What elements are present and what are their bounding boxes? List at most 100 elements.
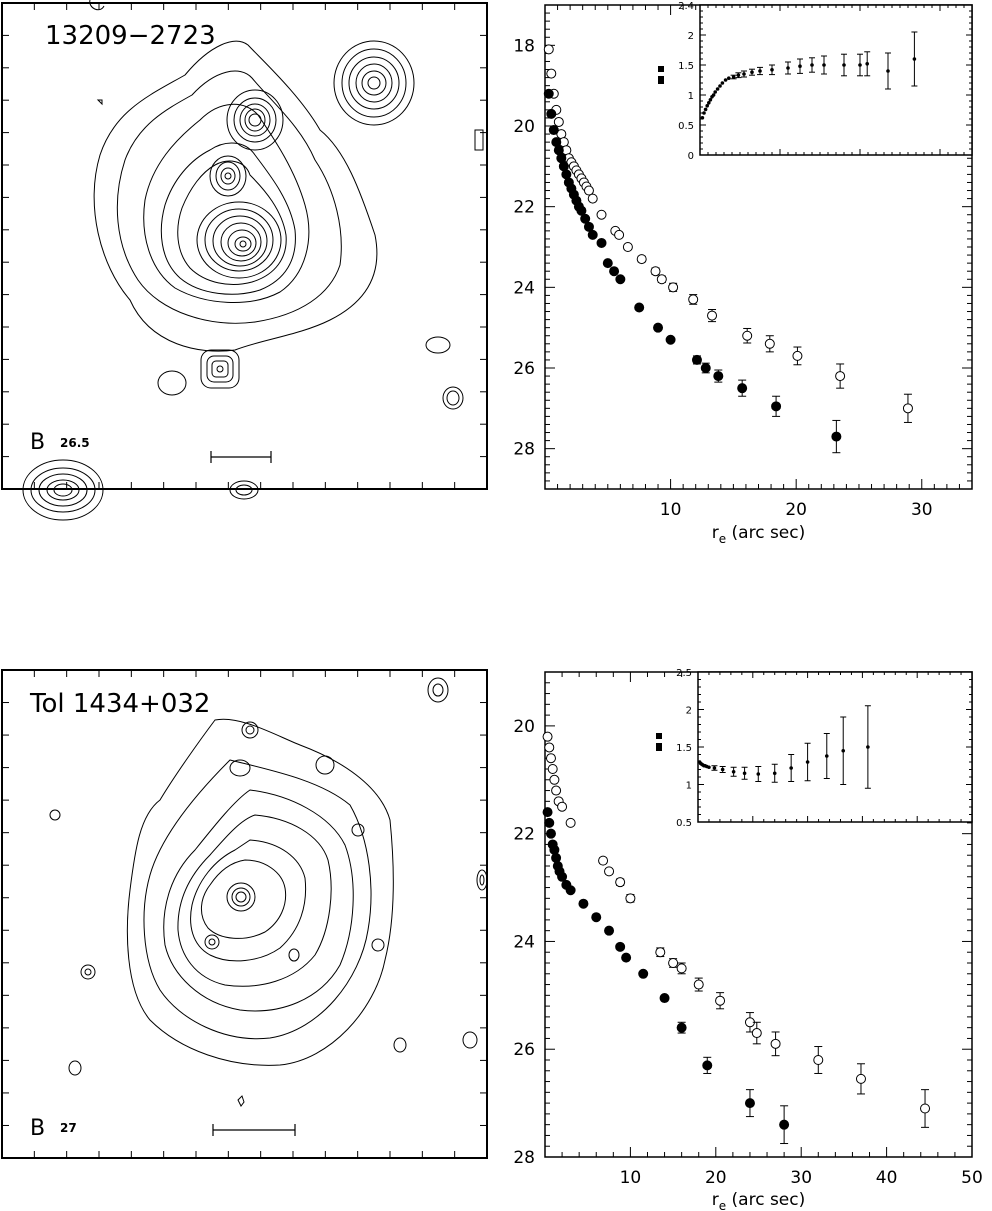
bottom-plot-inset-ytick-label: 2 xyxy=(686,706,692,717)
bottom-plot-inset-point xyxy=(712,766,717,770)
bottom-plot-point-filled xyxy=(545,828,556,839)
image-ticks-bottom xyxy=(2,670,487,1158)
galaxy-name-top: 13209−2723 xyxy=(45,21,216,51)
top-plot-point-open xyxy=(902,403,913,414)
top-plot-inset-point xyxy=(770,68,774,72)
top-plot-ytick-label: 26 xyxy=(513,359,535,379)
bottom-plot-point-open xyxy=(615,877,626,888)
top-plot-inset-ytick-label: 1 xyxy=(688,91,694,102)
top-plot-point-open xyxy=(596,209,607,220)
bottom-plot-inset-point xyxy=(824,754,829,758)
top-plot-inset-ytick-label: 2.4 xyxy=(678,1,694,12)
bottom-plot-point-filled xyxy=(578,898,589,909)
bottom-plot-inset-point xyxy=(805,760,810,764)
top-plot-inset-point xyxy=(758,69,762,73)
bottom-plot-point-filled xyxy=(557,871,568,882)
contour-map-bottom: Tol 1434+032 B 27 xyxy=(1,669,488,1159)
band-label-top: B xyxy=(30,430,45,455)
bottom-plot-point-open xyxy=(770,1038,781,1049)
bottom-plot-point-open xyxy=(813,1055,824,1065)
bottom-plot-point-filled xyxy=(744,1098,755,1109)
bottom-plot-xtick-label: 10 xyxy=(620,1168,642,1188)
top-plot-inset-point xyxy=(703,107,708,112)
top-plot-inset-point xyxy=(750,70,754,74)
bottom-plot-ytick-label: 26 xyxy=(513,1040,535,1060)
bottom-plot-point-filled xyxy=(676,1022,687,1033)
bottom-plot-point-open xyxy=(544,742,555,753)
profile-plot-top: 10 20 30 18 20 22 24 26 28 re (arc sec) 0 0.5 1 1.5 2 2… xyxy=(513,1,973,546)
bottom-plot-point-open xyxy=(693,979,704,990)
top-plot-ytick-label: 20 xyxy=(513,117,535,137)
top-plot-inset-ytick-label: 1.5 xyxy=(678,61,694,72)
top-plot-point-filled xyxy=(576,205,587,216)
bottom-plot-inset-point xyxy=(866,745,870,749)
top-plot-inset-point xyxy=(842,63,846,67)
bottom-plot-point-filled xyxy=(549,844,560,855)
top-plot-point-filled xyxy=(615,274,626,285)
top-plot-point-open xyxy=(553,116,564,127)
bottom-plot-point-open xyxy=(542,731,553,742)
top-plot-inset-point xyxy=(736,73,741,77)
bottom-plot-point-open xyxy=(557,801,568,812)
contour-map-top: 13209−2723 B 26.5 xyxy=(1,0,488,521)
top-plot-point-filled xyxy=(580,213,591,224)
bottom-plot-inset-point xyxy=(731,769,736,774)
bottom-plot-point-filled xyxy=(702,1060,713,1071)
top-plot-point-filled xyxy=(737,383,748,394)
bottom-plot-point-open xyxy=(625,893,636,904)
top-plot-inset-point xyxy=(715,87,720,91)
bottom-plot-point-filled xyxy=(779,1119,790,1130)
top-plot-point-open xyxy=(614,229,625,240)
bottom-plot-point-filled xyxy=(659,993,670,1004)
top-plot-point-open xyxy=(792,350,803,361)
top-plot-point-filled xyxy=(665,334,676,345)
bottom-plot-point-filled xyxy=(544,817,555,828)
bottom-plot-xtick-label: 50 xyxy=(961,1168,983,1188)
bottom-plot-inset-point xyxy=(707,765,711,770)
bottom-plot-point-open xyxy=(565,817,576,828)
bottom-plot-inset-point xyxy=(720,767,725,772)
top-plot-point-filled xyxy=(596,237,607,248)
bottom-plot-point-filled xyxy=(638,968,649,979)
top-plot-point-open xyxy=(543,44,554,55)
top-plot-point-open xyxy=(835,371,846,382)
top-plot-inset-point xyxy=(731,75,736,79)
top-plot-point-open xyxy=(587,193,598,204)
bottom-plot-inset-point xyxy=(756,772,761,776)
top-plot-inset-point xyxy=(822,63,826,67)
image-ticks-top xyxy=(2,3,487,489)
top-plot-inset-point xyxy=(742,72,746,76)
bottom-plot-point-filled xyxy=(604,925,615,936)
bottom-plot-point-filled xyxy=(542,807,553,818)
top-plot-point-open xyxy=(583,185,594,196)
top-plot-point-filled xyxy=(634,302,645,313)
bottom-plot-point-open xyxy=(598,855,609,866)
bottom-plot-inset-point xyxy=(841,748,846,753)
profile-plot-bottom: 10 20 30 40 50 20 22 24 26 28 re (arc sec) 0.5 1 1.5 2… xyxy=(513,668,982,1211)
top-plot-inset-point xyxy=(810,63,814,67)
top-plot-inset-ytick-label: 0 xyxy=(688,151,694,162)
bottom-plot-inset-point xyxy=(772,771,777,776)
top-plot-point-filled xyxy=(700,363,711,373)
top-plot-inset-point xyxy=(705,104,709,108)
top-plot-point-filled xyxy=(691,354,702,365)
bottom-plot-point-open xyxy=(547,764,558,774)
bottom-plot-inset-point xyxy=(789,766,793,770)
top-plot-xlabel: re (arc sec) xyxy=(712,523,806,546)
bottom-plot-inset-ylabel-glyph xyxy=(656,743,662,751)
top-plot-point-filled xyxy=(771,401,782,412)
top-plot-inset-point xyxy=(723,78,728,82)
top-plot-point-open xyxy=(650,266,661,277)
top-plot-point-open xyxy=(546,68,557,79)
bottom-plot-point-open xyxy=(715,995,726,1006)
bottom-plot-inset-ytick-label: 1 xyxy=(686,781,692,792)
top-plot-inset-point xyxy=(865,62,869,66)
top-plot-point-open xyxy=(742,330,753,341)
bottom-plot-point-open xyxy=(751,1028,762,1039)
bottom-plot-point-open xyxy=(551,785,562,796)
top-plot-inset-point xyxy=(718,84,722,88)
top-plot-inset-point xyxy=(886,69,890,73)
contour-lines-top xyxy=(22,0,484,521)
top-plot-ytick-label: 28 xyxy=(513,440,535,460)
